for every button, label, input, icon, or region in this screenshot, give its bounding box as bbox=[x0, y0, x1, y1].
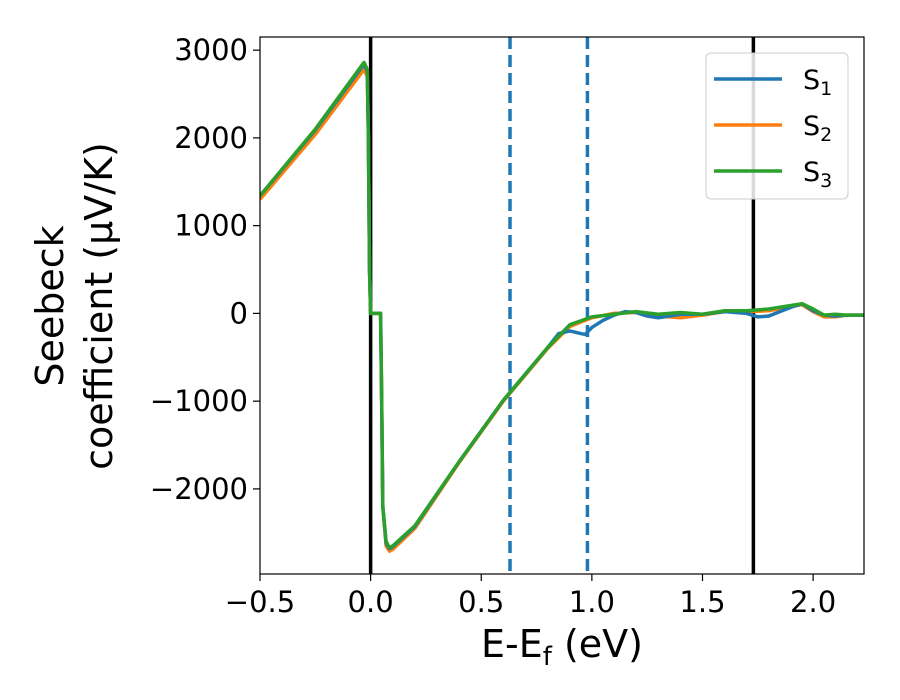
y-tick-label: 1000 bbox=[174, 209, 248, 243]
y-axis-label-line2: coefficient (μV/K) bbox=[77, 142, 121, 470]
x-tick-label: −0.5 bbox=[225, 585, 295, 619]
series-line-s3 bbox=[260, 60, 864, 550]
y-axis-label-line1: Seebeck bbox=[28, 225, 72, 386]
y-tick-label: −1000 bbox=[150, 384, 248, 418]
legend: S1 S2 S3 bbox=[705, 52, 849, 200]
x-tick-label: 2.0 bbox=[790, 585, 836, 619]
y-tick-label: 0 bbox=[230, 296, 248, 330]
y-tick-label: −2000 bbox=[150, 472, 248, 506]
x-tick-label: 1.5 bbox=[679, 585, 725, 619]
x-tick-label: 1.0 bbox=[569, 585, 615, 619]
y-tick-label: 3000 bbox=[174, 33, 248, 67]
y-tick-label: 2000 bbox=[174, 121, 248, 155]
plot-frame bbox=[259, 36, 865, 575]
legend-label-s1: S1 bbox=[803, 65, 832, 100]
legend-label-s2: S2 bbox=[803, 111, 832, 146]
x-axis-label: E-Ef (eV) bbox=[481, 622, 643, 672]
y-axis: −2000 −1000 0 1000 2000 3000 bbox=[150, 33, 260, 506]
legend-label-s3: S3 bbox=[803, 157, 832, 192]
x-tick-label: 0.0 bbox=[348, 585, 394, 619]
x-axis: −0.5 0.0 0.5 1.0 1.5 2.0 bbox=[225, 574, 836, 619]
x-tick-label: 0.5 bbox=[458, 585, 504, 619]
